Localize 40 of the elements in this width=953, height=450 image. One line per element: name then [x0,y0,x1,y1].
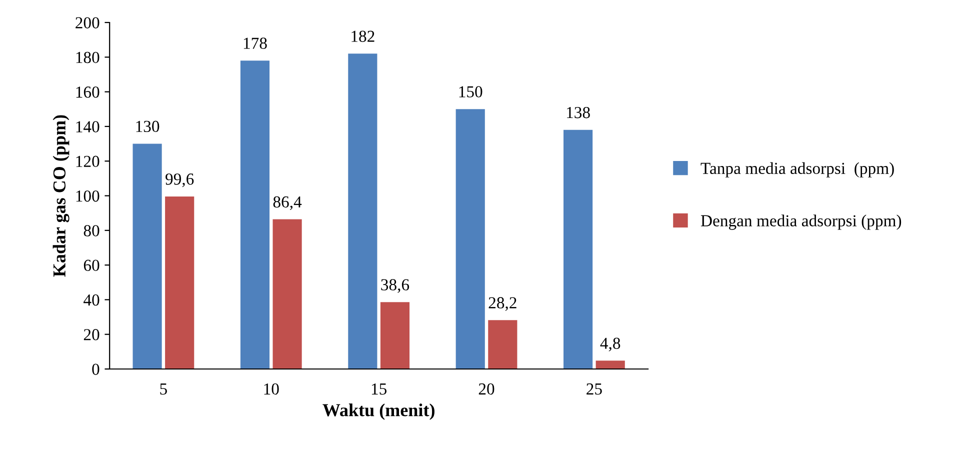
bar [165,196,194,369]
y-tick-label: 180 [76,52,100,64]
bar [348,54,378,369]
x-tick-label: 20 [478,383,494,395]
y-tick-label: 80 [84,225,100,236]
data-label: 178 [244,38,267,49]
data-label: 138 [567,106,590,118]
y-tick-label: 140 [76,121,100,132]
data-label: 130 [136,120,160,132]
bar [456,109,485,369]
y-tick-label: 120 [76,156,100,168]
y-tick-label: 60 [84,260,100,271]
bar [596,360,625,369]
x-axis-title: Waktu (menit) [322,404,434,420]
data-label: 86,4 [273,196,302,210]
bar [132,144,162,369]
x-tick-label: 25 [586,383,602,395]
bar [240,60,270,369]
y-tick-label: 200 [76,17,100,28]
bar [488,320,518,369]
data-label: 99,6 [166,174,194,188]
data-label: 182 [352,30,374,42]
y-tick-label: 20 [84,329,100,340]
data-label: 28,2 [488,297,516,311]
data-label: 4,8 [600,338,620,352]
bar [564,130,593,369]
bar [380,302,410,369]
legend-label: Tanpa media adsorpsi (ppm) [700,162,894,178]
data-label: 38,6 [381,279,410,293]
y-tick-label: 100 [76,190,100,202]
y-tick-label: 40 [84,294,100,306]
y-tick-label: 0 [92,364,100,375]
legend-label: Dengan media adsorpsi (ppm) [700,214,902,230]
x-tick-label: 5 [160,384,167,395]
x-tick-label: 15 [372,383,386,395]
x-tick-label: 10 [264,383,279,395]
y-axis-title: Kadar gas CO (ppm) [52,115,70,277]
data-label: 150 [459,86,482,98]
y-tick-label: 160 [76,86,100,98]
bar [272,219,302,369]
